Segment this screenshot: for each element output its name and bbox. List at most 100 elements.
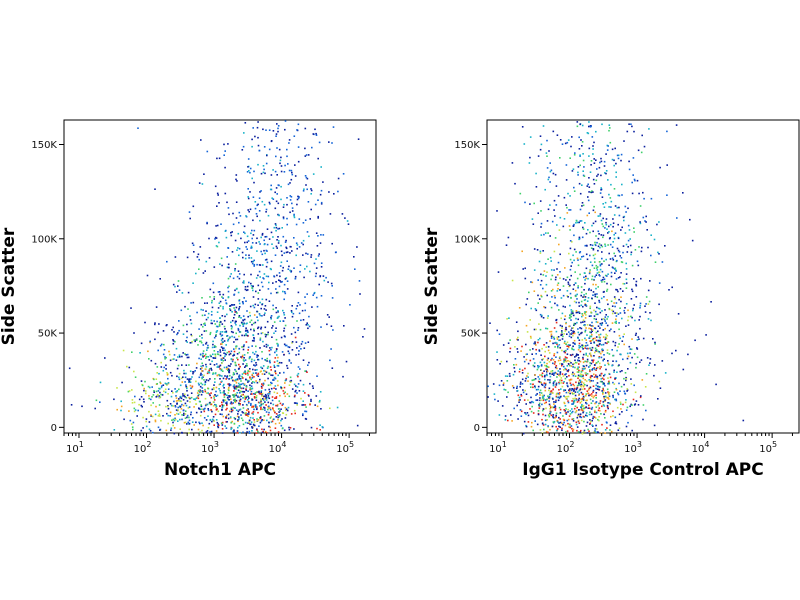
event-dot [546, 366, 549, 368]
event-dot [613, 331, 616, 333]
event-dot [511, 385, 514, 387]
event-dot [644, 311, 647, 313]
event-dot [278, 214, 280, 216]
event-dot [177, 399, 179, 402]
event-dot [202, 354, 204, 357]
event-dot [245, 403, 248, 406]
event-dot [282, 309, 284, 312]
event-dot [568, 317, 571, 319]
event-dot [588, 191, 590, 193]
event-dot [242, 382, 244, 385]
event-dot [228, 396, 231, 398]
event-dot [585, 393, 588, 395]
event-dot [280, 386, 282, 388]
event-dot [233, 400, 236, 402]
event-dot [616, 247, 619, 250]
event-dot [589, 340, 592, 342]
event-dot [231, 251, 234, 253]
event-dot [563, 395, 565, 397]
event-dot [205, 379, 208, 381]
event-dot [585, 232, 588, 235]
event-dot [261, 315, 263, 317]
event-dot [594, 253, 597, 256]
event-dot [239, 387, 242, 389]
event-dot [583, 276, 585, 279]
event-dot [289, 195, 292, 197]
event-dot [566, 384, 569, 387]
event-dot [189, 379, 191, 381]
event-dot [617, 290, 619, 293]
event-dot [596, 266, 599, 268]
event-dot [299, 368, 301, 370]
event-dot [222, 307, 224, 310]
event-dot [581, 381, 583, 383]
event-dot [529, 401, 532, 404]
event-dot [281, 351, 284, 353]
event-dot [682, 368, 685, 371]
event-dot [579, 327, 581, 329]
event-dot [597, 409, 600, 412]
event-dot [581, 256, 583, 258]
event-dot [539, 284, 542, 286]
event-dot [600, 413, 602, 415]
event-dot [562, 375, 565, 377]
event-dot [586, 360, 589, 363]
event-dot [589, 231, 591, 234]
event-dot [267, 275, 270, 278]
event-dot [263, 369, 265, 372]
event-dot [242, 145, 245, 148]
event-dot [590, 342, 592, 344]
event-dot [605, 337, 608, 340]
event-dot [599, 161, 601, 164]
event-dot [579, 220, 582, 222]
event-dot [566, 290, 569, 292]
event-dot [260, 172, 263, 175]
event-dot [264, 333, 266, 336]
event-dot [148, 397, 150, 400]
event-dot [614, 298, 617, 300]
event-dot [530, 281, 532, 283]
event-dot [598, 388, 600, 391]
event-dot [555, 414, 557, 417]
event-dot [269, 407, 271, 409]
event-dot [644, 386, 647, 388]
event-dot [174, 340, 176, 343]
event-dot [601, 270, 604, 273]
event-dot [242, 431, 244, 434]
event-dot [253, 419, 255, 421]
event-dot [277, 202, 280, 205]
event-dot [123, 418, 125, 421]
event-dot [585, 352, 587, 355]
event-dot [170, 427, 173, 430]
event-dot [592, 389, 595, 392]
event-dot [518, 401, 520, 403]
event-dot [247, 410, 250, 413]
event-dot [207, 346, 210, 349]
event-dot [612, 360, 614, 362]
event-dot [616, 154, 619, 157]
event-dot [121, 381, 123, 384]
event-dot [547, 258, 549, 260]
event-dot [167, 407, 170, 410]
event-dot [235, 217, 238, 219]
event-dot [175, 395, 177, 397]
event-dot [243, 354, 246, 356]
event-dot [610, 283, 612, 286]
event-dot [257, 121, 259, 123]
event-dot [557, 288, 559, 290]
event-dot [257, 358, 259, 361]
event-dot [592, 391, 594, 393]
event-dot [550, 278, 552, 281]
event-dot [289, 211, 291, 214]
event-dot [567, 370, 569, 373]
event-dot [254, 404, 257, 407]
event-dot [270, 316, 272, 319]
event-dot [592, 209, 595, 212]
event-dot [187, 407, 190, 409]
event-dot [263, 345, 266, 347]
event-dot [254, 406, 257, 408]
event-dot [275, 307, 277, 309]
event-dot [266, 261, 269, 264]
event-dot [540, 399, 542, 401]
event-dot [578, 389, 581, 392]
